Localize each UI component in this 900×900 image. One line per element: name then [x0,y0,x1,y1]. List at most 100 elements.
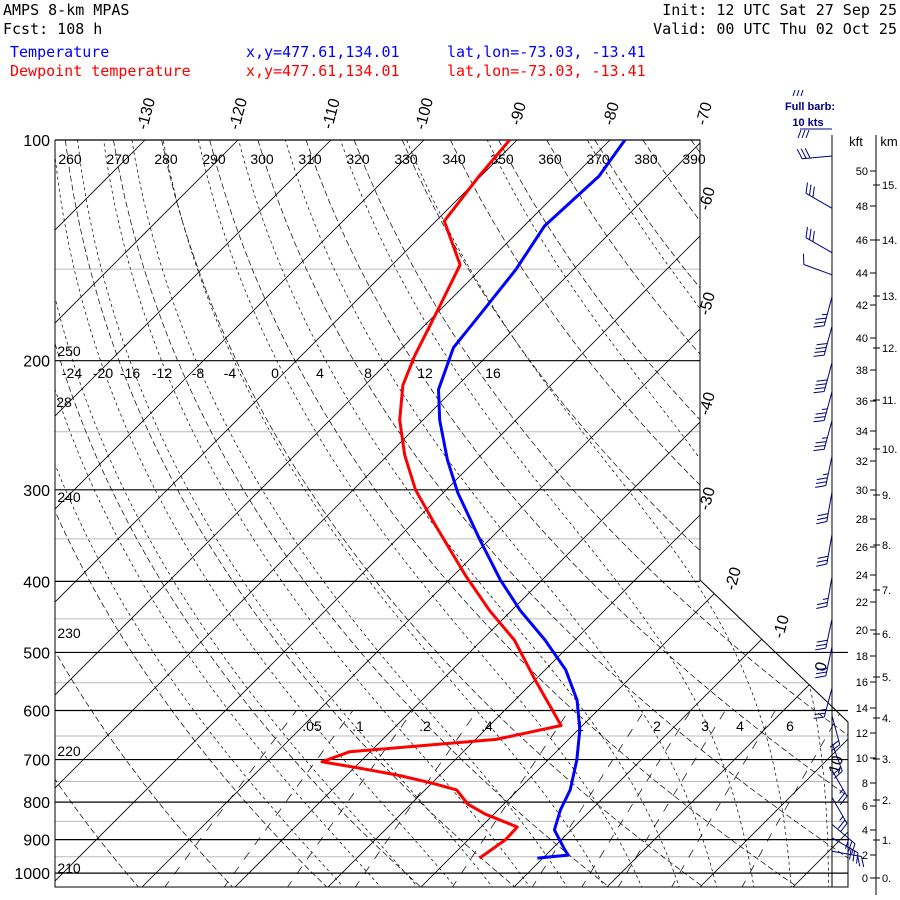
pressure-label: 700 [23,753,50,770]
barb-legend: Full barb: 10 kts [785,89,835,139]
kft-label: 30 [856,485,868,497]
kft-label: 12 [856,728,868,740]
valid-time: Valid: 00 UTC Thu 02 Oct 25 [653,20,897,38]
barb-legend-icon [792,89,804,97]
isotherm [326,140,848,887]
wind-barb [831,770,848,806]
moist-adiabat-label: 16 [485,365,501,381]
pressure-label: 400 [23,574,50,591]
plot-border [54,139,849,888]
mixing-ratio-line [222,710,354,887]
kft-label: 2 [862,850,868,862]
km-title: km [880,134,897,149]
wind-barb [815,646,833,679]
legend-latlon: lat,lon=-73.03, -13.41 [447,43,646,61]
legend-latlon: lat,lon=-73.03, -13.41 [447,62,646,80]
dry-adiabat [113,140,612,887]
moist-adiabat [586,140,848,887]
wind-barb [813,362,833,394]
wind-barb [813,325,833,357]
temperature-trace [437,140,627,860]
dry-adiabat [594,140,848,887]
dry-adiabat [161,140,706,887]
dry-adiabat [690,140,848,887]
theta-label: 240 [57,489,81,505]
isotherm [791,140,848,887]
isotherm-label: -60 [696,185,718,212]
isotherm [605,140,848,887]
isotherm [512,140,848,887]
isotherm-label: -20 [722,565,744,592]
isotherm-label: -40 [696,390,718,417]
dry-adiabat [257,140,848,887]
mixing-ratio-line [670,710,776,887]
diagram-frame [54,135,849,888]
km-label: 8. [882,540,891,552]
pressure-label: 1000 [14,866,50,883]
moist-adiabat-label: 28 [56,394,72,410]
model-title: AMPS 8-km MPAS [3,1,129,19]
kft-label: 44 [856,268,868,280]
moist-adiabat [131,140,569,887]
pressure-label: 100 [23,133,50,150]
mixing-ratio-line [616,710,726,887]
moist-adiabat [162,140,606,887]
dry-adiabat [546,140,848,887]
km-label: 5. [882,672,891,684]
moist-adiabat [103,140,532,887]
kft-label: 46 [856,235,868,247]
wind-barb [803,253,833,276]
km-label: 11. [882,395,896,407]
moist-adiabat [55,140,457,887]
isotherm-label: -90 [507,100,529,127]
isotherm [55,140,704,887]
theta-label: 360 [538,151,562,167]
pressure-label: 300 [23,483,50,500]
moist-adiabat [55,140,346,887]
height-axis: kft km50484644424038363432302826242220181… [849,134,898,895]
km-label: 4. [882,713,891,725]
kft-label: 6 [862,801,868,813]
kft-label: 24 [856,570,868,582]
theta-label: 230 [57,625,81,641]
legend-xy: x,y=477.61,134.01 [246,43,400,61]
kft-label: 38 [856,365,868,377]
kft-label: 10 [856,753,868,765]
mixing-ratio-line [531,710,645,887]
isotherm [55,140,518,887]
km-label: 7. [882,585,891,597]
isotherm-label: -130 [134,96,159,131]
barb-legend-line2: 10 kts [792,117,823,129]
dry-adiabat [0,140,46,889]
kft-label: 18 [856,651,868,663]
isotherm [55,140,611,887]
mixing-ratio-label: 6 [786,718,794,734]
km-label: 9. [882,490,891,502]
isotherm [698,140,848,887]
moist-adiabat [238,140,681,887]
moist-adiabat [340,140,755,887]
wind-barb [815,456,833,488]
dry-adiabat [209,140,801,887]
barb-legend-line1: Full barb: [785,101,835,113]
wind-barb [816,491,833,525]
wind-barb [831,837,859,864]
moist-adiabat-label: -8 [192,365,205,381]
wind-barb [805,226,833,254]
moist-adiabat [870,140,900,889]
km-label: 10. [882,444,897,456]
km-label: 12. [882,343,897,355]
isotherm [884,140,900,889]
wind-barb [813,296,833,328]
dry-adiabat [55,140,329,887]
dewpoint-trace [320,140,563,860]
mixing-ratio-label: .1 [352,718,364,734]
isotherm [55,140,425,887]
moist-adiabat-label: 0 [271,365,279,381]
sounding-traces [320,140,627,860]
kft-label: 4 [862,825,868,837]
isotherm [0,140,52,889]
km-label: 2. [882,795,891,807]
dry-adiabat [64,140,518,887]
